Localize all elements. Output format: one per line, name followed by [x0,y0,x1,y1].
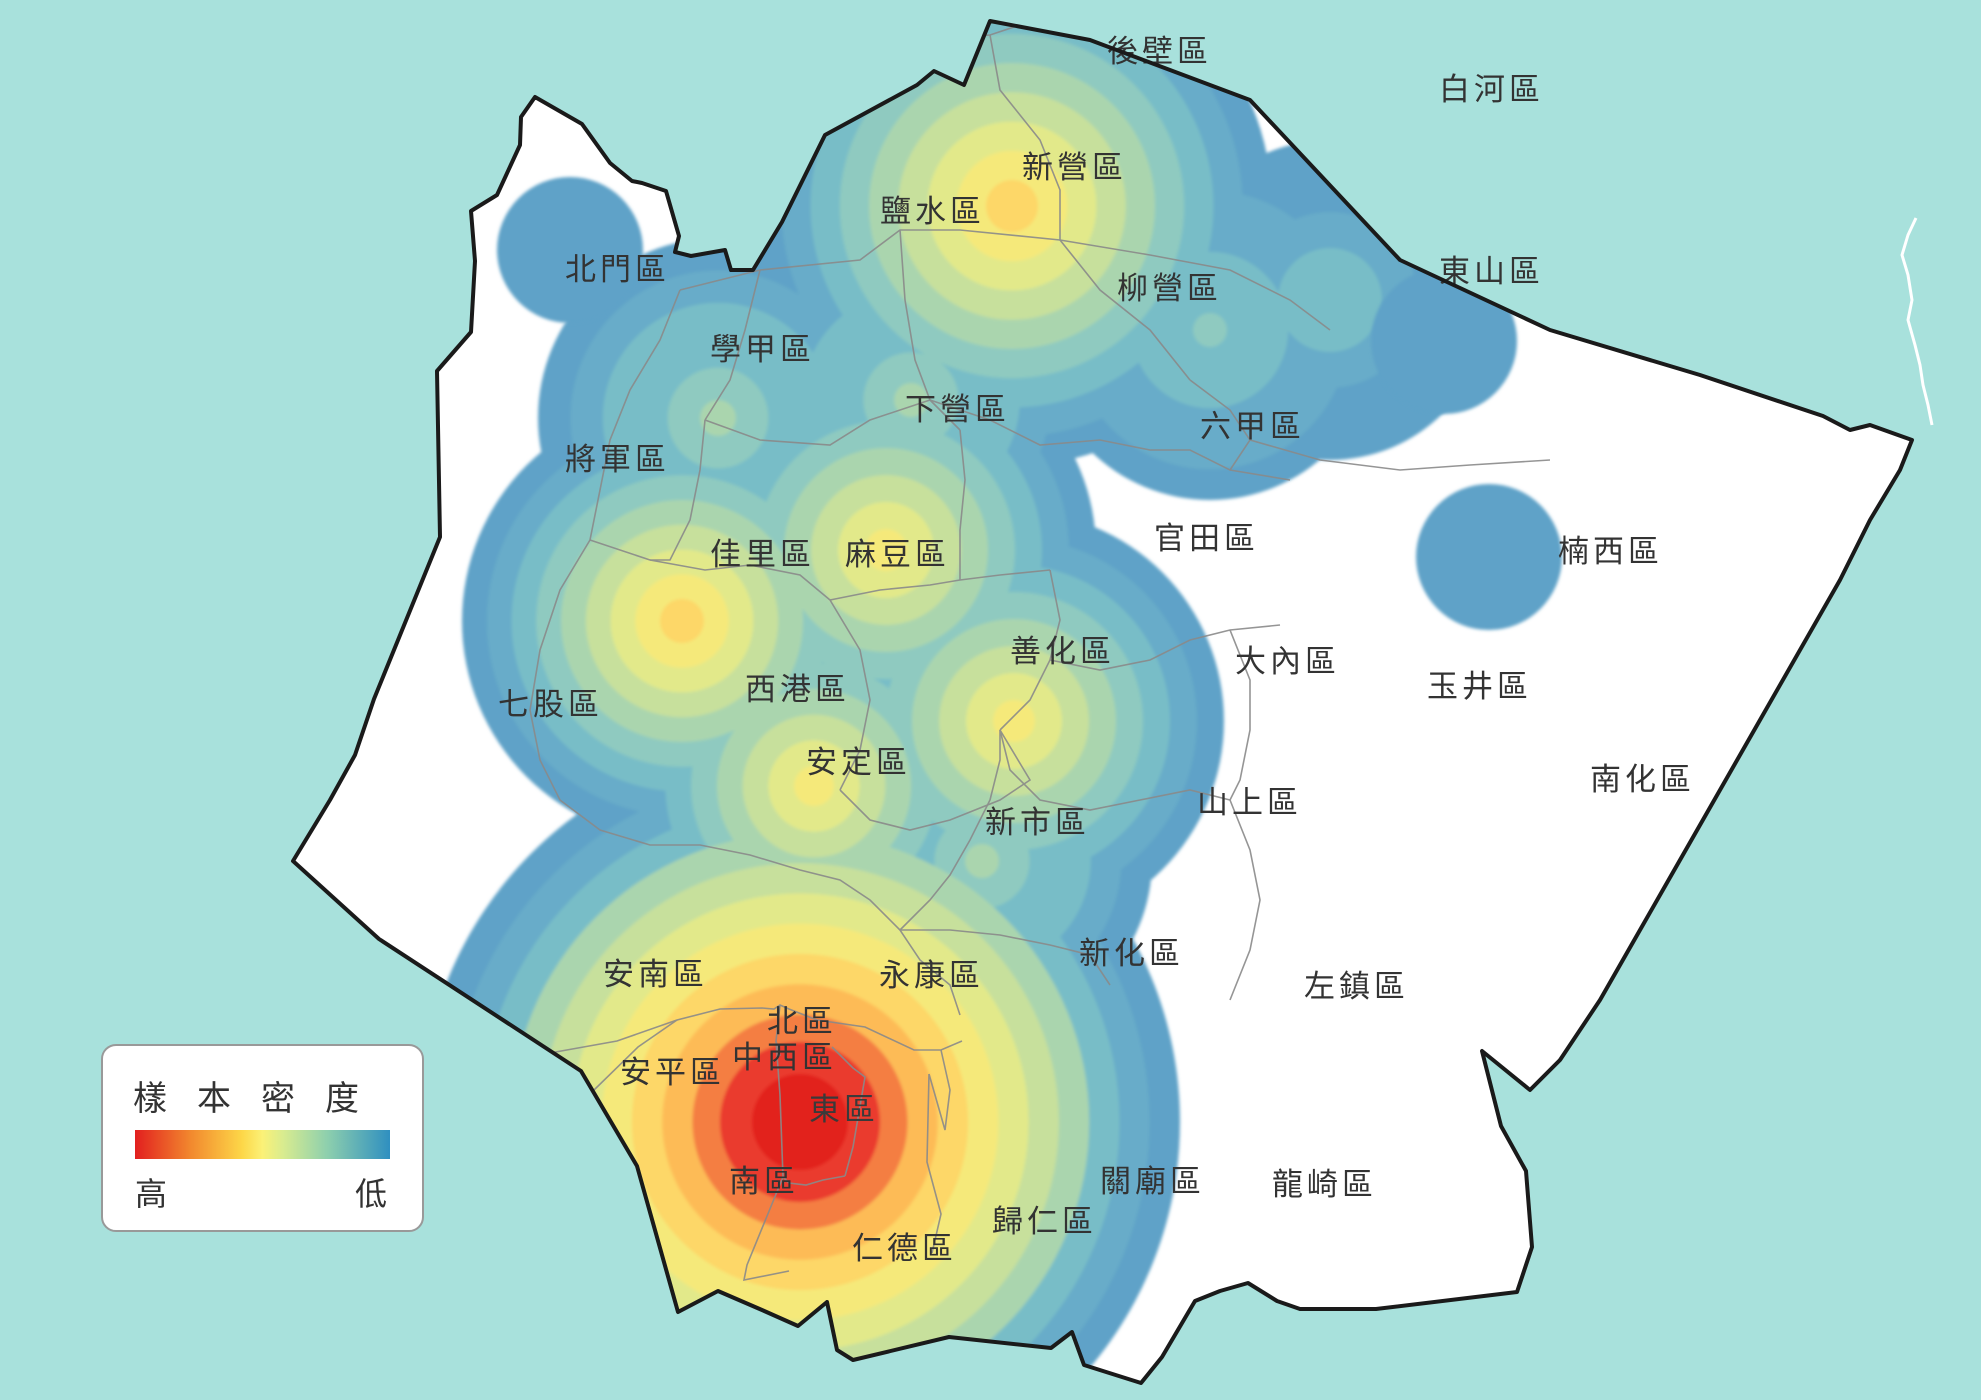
svg-text:中西區: 中西區 [732,1040,837,1075]
svg-text:麻豆區: 麻豆區 [845,537,950,572]
svg-text:西港區: 西港區 [745,672,850,707]
svg-text:北門區: 北門區 [565,252,670,287]
svg-text:新市區: 新市區 [985,805,1090,840]
svg-text:安平區: 安平區 [620,1055,725,1090]
svg-text:白河區: 白河區 [1439,72,1544,107]
svg-text:鹽水區: 鹽水區 [880,194,985,229]
svg-text:歸仁區: 歸仁區 [992,1204,1097,1239]
svg-text:山上區: 山上區 [1197,785,1302,820]
svg-text:龍崎區: 龍崎區 [1272,1167,1377,1202]
svg-text:柳營區: 柳營區 [1117,271,1222,306]
svg-text:佳里區: 佳里區 [710,537,815,572]
svg-text:新營區: 新營區 [1022,150,1127,185]
svg-text:新化區: 新化區 [1079,936,1184,971]
svg-text:南化區: 南化區 [1590,762,1695,797]
svg-text:玉井區: 玉井區 [1427,669,1532,704]
svg-text:永康區: 永康區 [879,958,984,993]
svg-text:六甲區: 六甲區 [1200,409,1305,444]
svg-text:南區: 南區 [729,1164,799,1199]
svg-text:大內區: 大內區 [1235,644,1340,679]
svg-text:高: 高 [135,1176,167,1212]
svg-text:樣本密度: 樣本密度 [133,1080,389,1118]
svg-text:安南區: 安南區 [603,957,708,992]
svg-text:左鎮區: 左鎮區 [1304,969,1409,1004]
svg-text:將軍區: 將軍區 [565,442,670,477]
svg-text:善化區: 善化區 [1010,634,1115,669]
svg-text:學甲區: 學甲區 [710,332,815,367]
svg-text:楠西區: 楠西區 [1558,534,1663,569]
svg-text:官田區: 官田區 [1154,521,1259,556]
svg-text:下營區: 下營區 [905,392,1010,427]
svg-text:低: 低 [355,1176,387,1212]
svg-text:七股區: 七股區 [498,687,603,722]
svg-text:東區: 東區 [809,1092,879,1127]
svg-text:安定區: 安定區 [806,745,911,780]
svg-text:北區: 北區 [767,1004,837,1039]
svg-text:關廟區: 關廟區 [1100,1164,1205,1199]
svg-text:仁德區: 仁德區 [852,1231,957,1266]
